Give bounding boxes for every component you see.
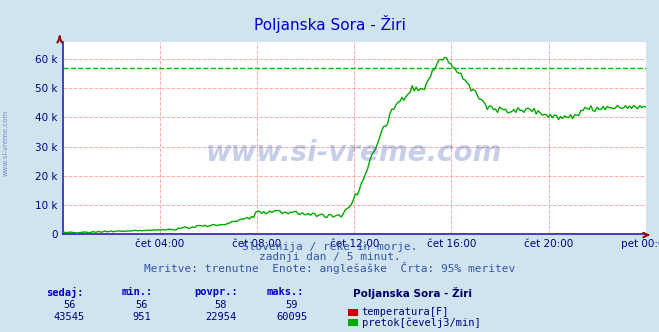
Text: 56: 56 [63, 300, 75, 310]
Text: www.si-vreme.com: www.si-vreme.com [2, 110, 9, 176]
Text: zadnji dan / 5 minut.: zadnji dan / 5 minut. [258, 252, 401, 262]
Text: www.si-vreme.com: www.si-vreme.com [206, 139, 502, 167]
Text: povpr.:: povpr.: [194, 287, 238, 297]
Text: 951: 951 [132, 312, 151, 322]
Text: 22954: 22954 [205, 312, 237, 322]
Text: pretok[čevelj3/min]: pretok[čevelj3/min] [362, 317, 480, 328]
Text: 56: 56 [136, 300, 148, 310]
Text: 58: 58 [215, 300, 227, 310]
Text: Slovenija / reke in morje.: Slovenija / reke in morje. [242, 242, 417, 252]
Text: Poljanska Sora - Žiri: Poljanska Sora - Žiri [353, 287, 472, 299]
Text: Poljanska Sora - Žiri: Poljanska Sora - Žiri [254, 15, 405, 33]
Text: Meritve: trenutne  Enote: anglešaške  Črta: 95% meritev: Meritve: trenutne Enote: anglešaške Črta… [144, 262, 515, 274]
Text: sedaj:: sedaj: [46, 287, 84, 298]
Text: maks.:: maks.: [267, 287, 304, 297]
Text: 60095: 60095 [276, 312, 308, 322]
Text: 59: 59 [286, 300, 298, 310]
Text: temperatura[F]: temperatura[F] [362, 307, 449, 317]
Text: 43545: 43545 [53, 312, 85, 322]
Text: min.:: min.: [122, 287, 153, 297]
